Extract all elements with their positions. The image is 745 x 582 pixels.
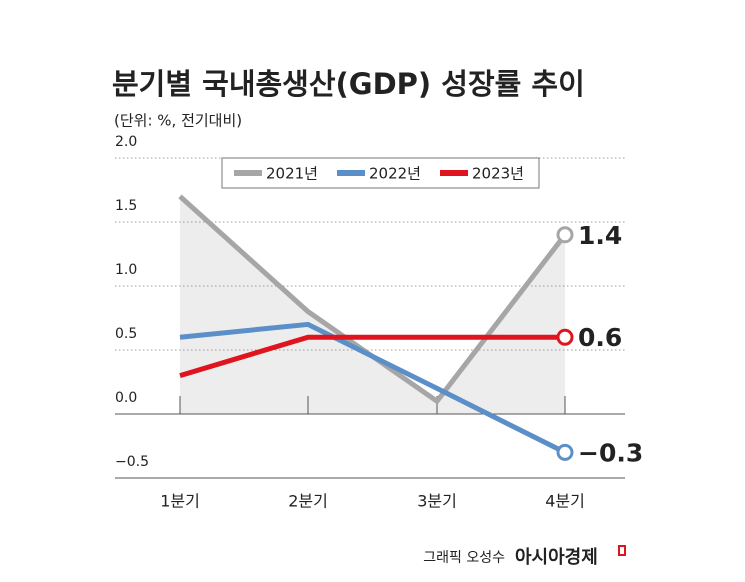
y-tick-label: 1.0	[115, 262, 137, 278]
point	[556, 226, 574, 244]
logo-mark	[618, 545, 626, 556]
legend-label: 2022년	[369, 165, 421, 183]
y-tick-label: 1.5	[115, 198, 137, 214]
legend-label: 2021년	[266, 165, 318, 183]
series-line	[179, 321, 567, 455]
legend-label: 2023년	[472, 165, 524, 183]
y-tick-label: 2.0	[115, 134, 137, 150]
area	[180, 196, 565, 414]
x-tick-label: 3분기	[417, 492, 457, 511]
data-label: 1.4	[578, 221, 622, 250]
data-label: 0.6	[578, 323, 622, 352]
y-tick-label: 0.0	[115, 390, 137, 406]
x-tick-label: 2분기	[288, 492, 328, 511]
chart-title: 분기별 국내총생산(GDP) 성장률 추이	[112, 67, 585, 101]
series-line	[179, 334, 565, 378]
legend-box	[221, 157, 540, 189]
y-tick-label: −0.5	[115, 454, 149, 470]
y-tick-label: 0.5	[115, 326, 137, 342]
credit: 그래픽 오성수	[423, 550, 505, 566]
point	[556, 328, 574, 346]
x-tick-label: 4분기	[545, 492, 585, 511]
source: 아시아경제	[515, 547, 598, 568]
x-tick-label: 1분기	[160, 492, 200, 511]
chart-subtitle: (단위: %, 전기대비)	[114, 112, 242, 130]
point	[556, 443, 574, 461]
data-label: −0.3	[578, 438, 643, 467]
